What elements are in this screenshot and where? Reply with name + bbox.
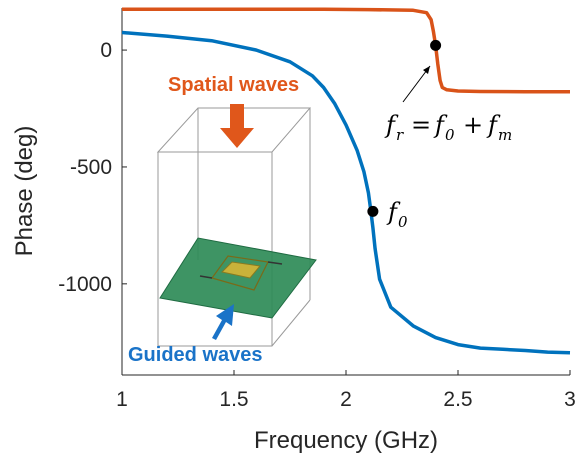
inset-box-bottom — [158, 299, 311, 347]
fr-pointer-head — [423, 66, 430, 74]
y-tick-label: -1000 — [58, 273, 112, 296]
svg-text:0: 0 — [445, 126, 455, 144]
x-tick-label: 1 — [116, 388, 128, 411]
x-tick-label: 2.5 — [443, 388, 472, 411]
fr-equation: f r = f 0 + f m — [384, 111, 512, 144]
x-ticks: 1 1.5 2 2.5 3 — [116, 370, 576, 411]
x-tick-label: 3 — [564, 388, 576, 411]
guided-wave-arrow — [212, 304, 234, 340]
inset-substrate — [159, 237, 317, 319]
inset-patch — [220, 261, 261, 279]
fr-marker-point — [430, 39, 442, 51]
y-ticks: 0 -500 -1000 — [58, 39, 127, 296]
inset-box-top — [156, 107, 312, 153]
svg-text:m: m — [498, 126, 512, 144]
markers-group — [367, 39, 442, 217]
y-tick-label: 0 — [100, 39, 112, 62]
guided-waves-label: Guided waves — [128, 344, 263, 366]
x-tick-label: 1.5 — [219, 388, 248, 411]
spatial-wave-arrow — [220, 104, 254, 148]
svg-text:r: r — [396, 126, 404, 144]
inset-feed-line — [199, 275, 213, 279]
f0-label: f 0 — [386, 198, 408, 231]
y-axis-label: Phase (deg) — [11, 126, 38, 257]
spatial-waves-label: Spatial waves — [168, 74, 299, 96]
x-axis-label: Frequency (GHz) — [254, 427, 438, 454]
svg-text:+: + — [463, 111, 483, 139]
svg-text:0: 0 — [398, 213, 408, 231]
f0-marker-point — [367, 205, 379, 217]
inset-feed-line-2 — [267, 261, 283, 265]
y-tick-label: -500 — [70, 156, 112, 179]
x-tick-label: 2 — [340, 388, 352, 411]
svg-text:=: = — [411, 111, 431, 139]
antenna-inset-illustration — [156, 104, 317, 347]
